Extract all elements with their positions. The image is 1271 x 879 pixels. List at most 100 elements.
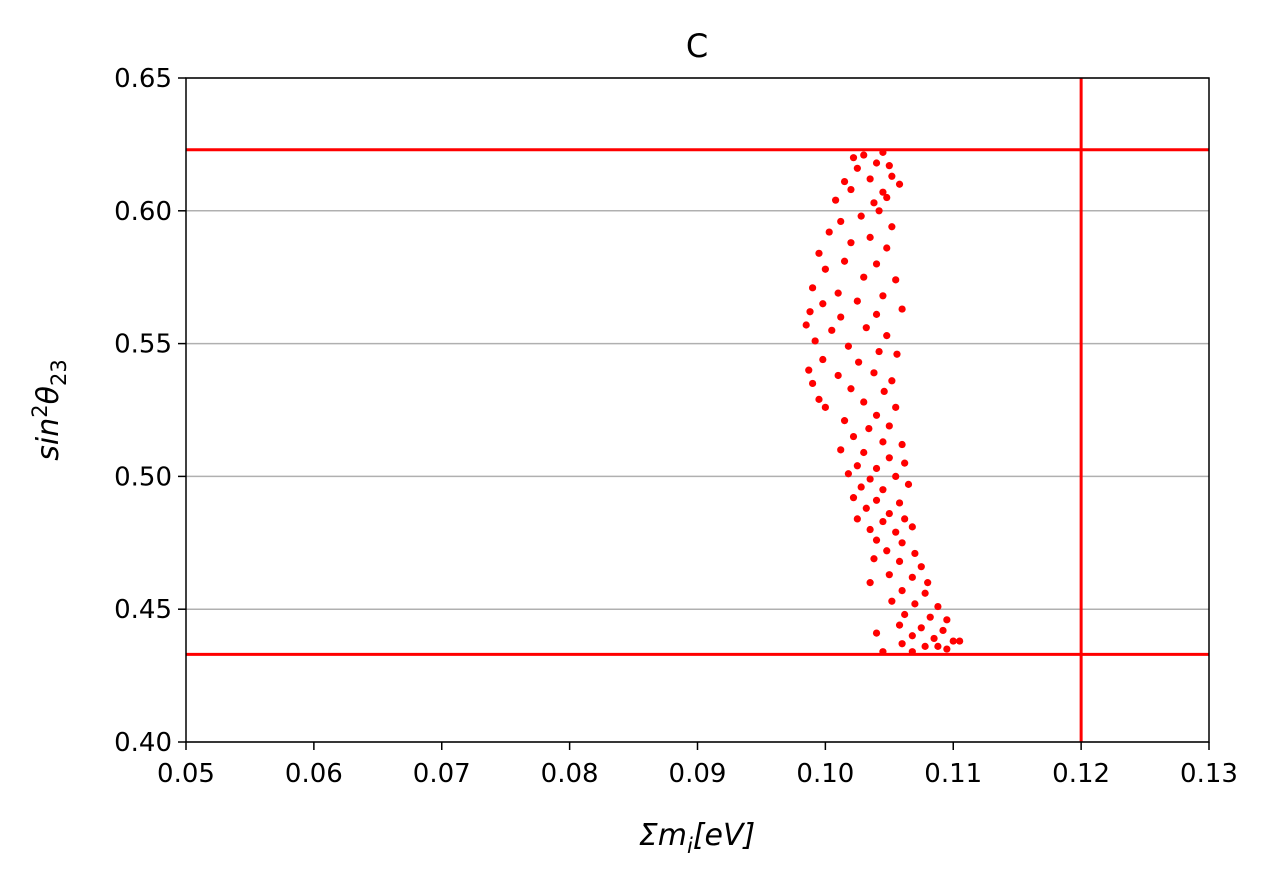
point: [819, 300, 827, 308]
point: [885, 454, 893, 462]
point: [872, 496, 881, 504]
point: [837, 217, 845, 226]
y-axis-label: sin2θ23: [28, 359, 71, 460]
point: [821, 265, 829, 273]
point: [857, 483, 865, 491]
point: [832, 196, 840, 204]
point: [885, 509, 893, 518]
point: [898, 640, 906, 648]
point: [921, 642, 929, 650]
point: [895, 621, 904, 629]
point: [815, 395, 823, 403]
point: [866, 175, 874, 183]
y-tick-label: 0.50: [114, 462, 172, 492]
point: [943, 616, 951, 624]
point: [872, 629, 881, 637]
y-tick-label: 0.65: [114, 64, 172, 94]
point: [892, 528, 900, 536]
point: [847, 185, 855, 194]
point: [872, 310, 881, 318]
x-tick-label: 0.05: [157, 759, 215, 789]
point: [949, 637, 957, 645]
y-tick-label: 0.45: [114, 595, 172, 625]
point: [879, 517, 887, 526]
y-label-sub: 23: [47, 359, 71, 386]
point: [834, 289, 842, 297]
point: [872, 536, 881, 544]
point: [939, 626, 947, 635]
point: [917, 563, 925, 571]
x-tick-label: 0.13: [1180, 759, 1238, 789]
point: [844, 342, 852, 350]
point: [872, 411, 881, 419]
point: [895, 180, 904, 188]
point: [819, 355, 827, 364]
point: [908, 523, 916, 531]
point: [866, 579, 874, 587]
point: [806, 308, 814, 316]
point: [934, 602, 942, 611]
point: [837, 446, 845, 454]
point: [883, 244, 891, 252]
point: [872, 159, 881, 167]
point: [870, 369, 878, 377]
point: [808, 284, 817, 292]
x-tick-label: 0.08: [541, 759, 599, 789]
point: [805, 366, 813, 374]
point: [904, 480, 913, 488]
y-tick-label: 0.55: [114, 330, 172, 360]
point: [853, 462, 861, 470]
point: [870, 555, 878, 563]
point: [930, 634, 938, 643]
point: [860, 273, 868, 281]
point: [849, 432, 858, 441]
point: [885, 162, 893, 170]
point: [888, 597, 896, 605]
point: [893, 350, 901, 358]
point: [895, 499, 904, 507]
point: [934, 642, 942, 650]
point: [865, 424, 873, 433]
point: [840, 177, 849, 186]
point: [844, 470, 852, 478]
point: [898, 440, 906, 449]
y-tick-label: 0.60: [114, 197, 172, 227]
point: [911, 600, 919, 608]
point: [883, 332, 891, 340]
point: [901, 515, 909, 523]
y-label-part: sin: [31, 418, 66, 461]
point: [860, 398, 868, 406]
x-tick-label: 0.12: [1052, 759, 1110, 789]
point: [917, 624, 925, 632]
y-label-part: θ: [31, 386, 66, 404]
point: [883, 193, 891, 202]
point: [924, 579, 932, 587]
point: [811, 337, 819, 345]
point: [862, 324, 870, 332]
point: [853, 164, 861, 172]
point: [875, 207, 883, 215]
point: [855, 358, 863, 366]
point: [853, 515, 861, 523]
point: [815, 249, 823, 257]
point: [828, 326, 836, 334]
point: [892, 276, 900, 284]
point: [847, 239, 855, 247]
point: [872, 260, 881, 268]
point: [879, 486, 887, 494]
x-tick-label: 0.06: [285, 759, 343, 789]
point: [956, 637, 964, 645]
point: [908, 632, 916, 640]
point: [885, 571, 893, 579]
point: [943, 645, 951, 653]
point: [870, 199, 878, 207]
point: [879, 188, 887, 196]
point: [821, 403, 829, 411]
point: [808, 379, 817, 388]
point: [898, 587, 906, 595]
point: [866, 233, 874, 241]
x-label-sub: i: [687, 834, 693, 858]
y-tick-label: 0.40: [114, 728, 172, 758]
